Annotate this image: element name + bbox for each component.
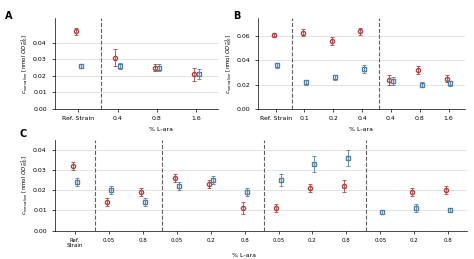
Text: % L-ara: % L-ara (232, 253, 256, 258)
Text: leuA-tunable: leuA-tunable (316, 140, 351, 145)
Text: thrA-tunable E. coli: thrA-tunable E. coli (393, 140, 446, 145)
Text: % L-ara: % L-ara (349, 127, 374, 132)
Y-axis label: $c_{norvaline}$ [nmol $OD_{600}^{-1}$]: $c_{norvaline}$ [nmol $OD_{600}^{-1}$] (223, 33, 234, 93)
Text: A: A (6, 11, 13, 21)
Text: βvC-tunable E. coli: βvC-tunable E. coli (135, 140, 187, 145)
Y-axis label: $c_{norvaline}$ [nmol $OD_{600}^{-1}$]: $c_{norvaline}$ [nmol $OD_{600}^{-1}$] (19, 33, 30, 93)
Y-axis label: $c_{norvaline}$ [nmol $OD_{600}^{-1}$]: $c_{norvaline}$ [nmol $OD_{600}^{-1}$] (19, 155, 30, 215)
Text: % L-ara: % L-ara (149, 127, 173, 132)
Text: B: B (234, 11, 241, 21)
Text: C: C (19, 129, 27, 139)
